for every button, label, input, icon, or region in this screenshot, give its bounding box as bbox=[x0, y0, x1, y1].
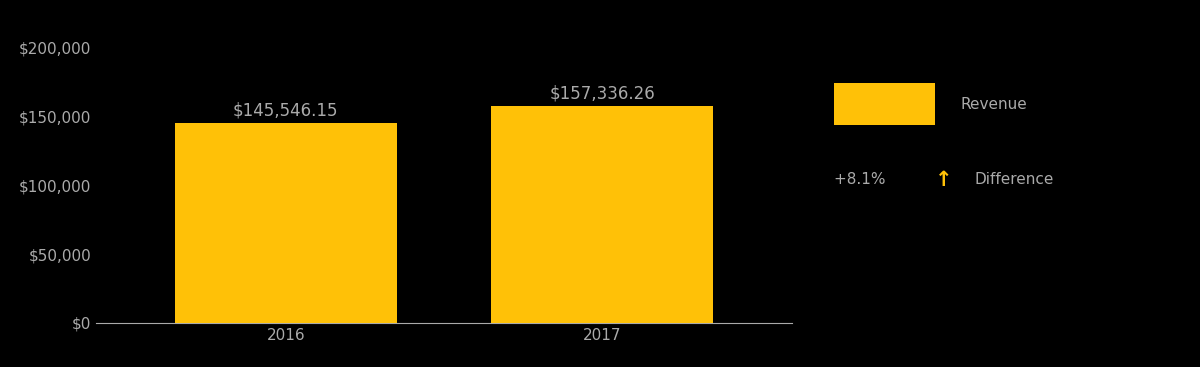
Text: +8.1%: +8.1% bbox=[834, 172, 890, 187]
Bar bbox=[175, 123, 396, 323]
Text: Difference: Difference bbox=[974, 172, 1054, 187]
Text: ↑: ↑ bbox=[935, 170, 953, 190]
Text: Revenue: Revenue bbox=[960, 97, 1027, 112]
Text: $157,336.26: $157,336.26 bbox=[550, 85, 655, 103]
Text: $145,546.15: $145,546.15 bbox=[233, 101, 338, 119]
Bar bbox=[492, 106, 713, 323]
FancyBboxPatch shape bbox=[834, 84, 935, 125]
